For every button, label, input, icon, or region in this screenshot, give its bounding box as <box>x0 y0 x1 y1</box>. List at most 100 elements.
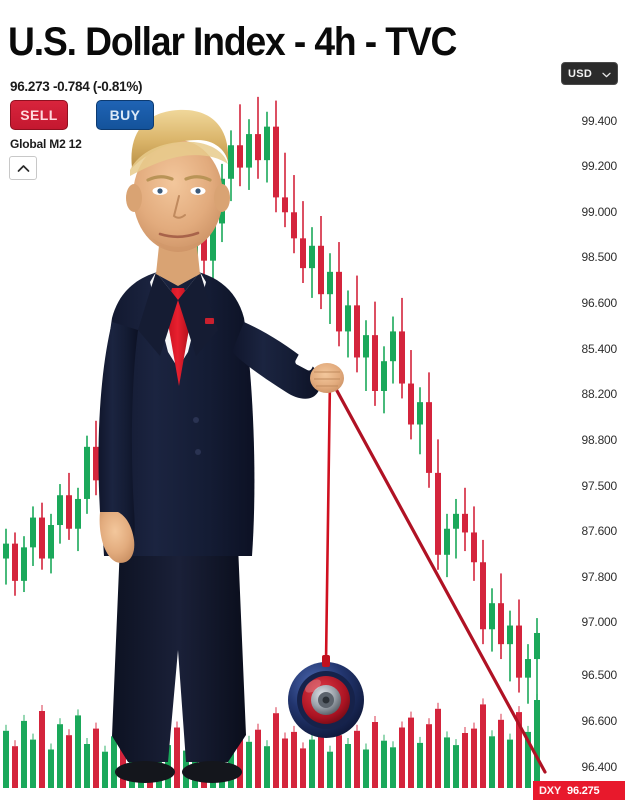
candle-body <box>246 134 252 168</box>
candle-body <box>111 402 117 455</box>
candle-body <box>3 543 9 559</box>
volume-bar <box>399 727 405 788</box>
volume-bar <box>210 742 216 788</box>
sell-button[interactable]: SELL <box>10 100 68 130</box>
candle-body <box>516 625 522 678</box>
candle-body <box>525 659 531 678</box>
candle-body <box>300 238 306 269</box>
collapse-button[interactable] <box>9 156 37 180</box>
axis-tick: 88.200 <box>581 387 617 401</box>
volume-bar <box>3 730 9 788</box>
volume-bar <box>75 715 81 788</box>
trendline-overlay <box>324 376 547 774</box>
page-title: U.S. Dollar Index - 4h - TVC <box>8 20 457 64</box>
volume-bar <box>192 737 198 788</box>
candle-body <box>444 528 450 555</box>
volume-bar <box>309 739 315 788</box>
candle-body <box>426 402 432 473</box>
volume-bar <box>174 727 180 788</box>
candle-body <box>210 223 216 261</box>
volume-bar <box>147 740 153 788</box>
volume-bar <box>345 744 351 788</box>
candle-body <box>417 402 423 425</box>
candle-body <box>75 498 81 529</box>
candle-body <box>93 446 99 481</box>
volume-bar <box>12 746 18 788</box>
volume-bar <box>534 700 540 788</box>
volume-bar <box>453 745 459 788</box>
axis-tick: 97.000 <box>581 615 617 629</box>
volume-bar <box>435 708 441 788</box>
candle-body <box>129 379 135 421</box>
volume-bar <box>444 737 450 788</box>
volume-bar <box>30 739 36 788</box>
buy-button[interactable]: BUY <box>96 100 154 130</box>
candle-body <box>336 271 342 332</box>
candle-body <box>147 335 153 358</box>
volume-bar <box>408 717 414 788</box>
volume-bar <box>318 726 324 788</box>
currency-value: USD <box>568 67 593 80</box>
candle-body <box>291 212 297 239</box>
quote-line: 96.273 -0.784 (-0.81%) <box>10 79 143 94</box>
axis-tick: 97.800 <box>581 570 617 584</box>
volume-bar <box>516 712 522 788</box>
last-price-badge: DXY 96.275 <box>533 781 625 800</box>
candle-body <box>228 145 234 179</box>
candle-body <box>30 517 36 548</box>
candle-body <box>12 543 18 581</box>
candle-body <box>219 178 225 224</box>
candle-body <box>534 632 540 660</box>
candle-body <box>453 513 459 529</box>
candle-body <box>264 126 270 161</box>
currency-dropdown[interactable]: USD <box>561 62 618 85</box>
volume-bar <box>84 744 90 788</box>
candle-body <box>255 134 261 161</box>
volume-bar <box>462 733 468 788</box>
candle-body <box>201 234 207 261</box>
volume-bar <box>120 723 126 788</box>
candle-body <box>138 335 144 380</box>
candle-body <box>282 197 288 213</box>
candle-body <box>408 383 414 425</box>
candle-body <box>372 335 378 391</box>
candle-body <box>39 517 45 559</box>
indicator-label: Global M2 12 <box>10 137 82 151</box>
candle-body <box>102 454 108 481</box>
volume-bar <box>21 720 27 788</box>
candle-body <box>462 513 468 533</box>
volume-bar <box>354 730 360 788</box>
volume-bar <box>66 735 72 788</box>
candle-body <box>435 472 441 555</box>
volume-bar <box>507 739 513 788</box>
candle-body <box>237 145 243 168</box>
volume-bar <box>336 735 342 788</box>
candle-body <box>390 331 396 362</box>
volume-bar <box>489 736 495 788</box>
volume-bar <box>165 745 171 788</box>
candle-body <box>327 271 333 295</box>
volume-bar <box>363 749 369 788</box>
candle-body <box>471 532 477 563</box>
volume-bar <box>93 728 99 788</box>
volume-bar <box>39 711 45 788</box>
candle-body <box>489 603 495 630</box>
candle-body <box>156 316 162 358</box>
yoyo-string <box>324 376 332 664</box>
volume-bar <box>390 747 396 788</box>
volume-bar <box>264 746 270 788</box>
price-axis[interactable]: 99.400 99.200 99.000 98.500 96.600 85.400 88.2… <box>533 0 625 800</box>
candle-body <box>363 335 369 358</box>
candle-body <box>174 268 180 306</box>
candle-body <box>345 305 351 332</box>
volume-bar <box>228 747 234 788</box>
axis-tick: 99.200 <box>581 159 617 173</box>
candle-body <box>192 234 198 276</box>
axis-tick: 85.400 <box>581 342 617 356</box>
candle-body <box>21 547 27 581</box>
volume-bar <box>282 738 288 788</box>
volume-bar <box>111 736 117 788</box>
volume-bar <box>327 751 333 788</box>
volume-bar <box>246 741 252 788</box>
